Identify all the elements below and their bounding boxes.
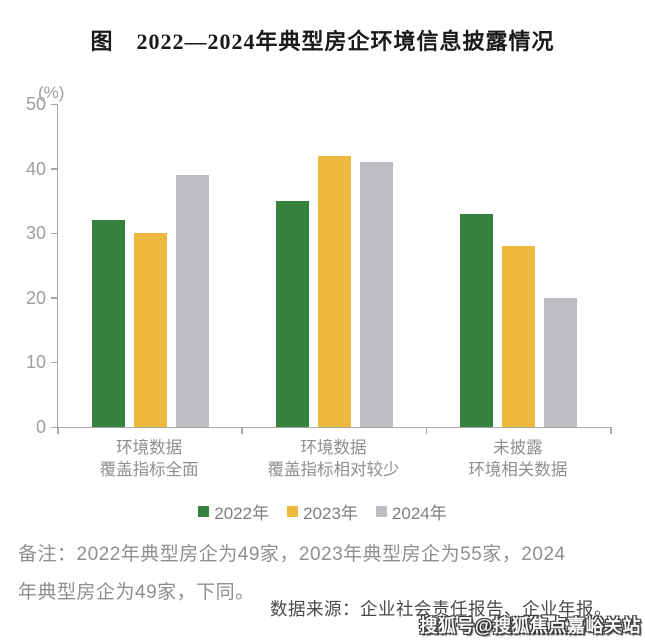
x-axis-labels: 环境数据 覆盖指标全面 环境数据 覆盖指标相对较少 未披露 环境相关数据	[57, 437, 610, 481]
x-axis-category-label-line: 覆盖指标全面	[99, 461, 199, 479]
legend-label: 2023年	[303, 504, 358, 523]
legend-item-2022年: 2022年	[198, 499, 269, 524]
legend-swatch-icon	[287, 506, 299, 517]
x-axis-category-label-line: 环境数据	[116, 439, 183, 457]
bar-2023年-环境数据覆盖指标相对较少	[317, 155, 351, 427]
x-axis-tick	[425, 427, 428, 434]
y-axis-tick	[51, 361, 58, 364]
bar-group	[427, 104, 611, 427]
footnote-line-2: 年典型房企为49家，下同。	[18, 582, 255, 603]
legend-item-2023年: 2023年	[287, 499, 358, 524]
plot-area: 0 10 20 30 40 50	[26, 95, 612, 436]
y-axis-tick-label: 20	[25, 287, 46, 308]
x-axis-category-label: 环境数据覆盖指标全面	[57, 437, 241, 481]
y-axis-tick	[51, 103, 58, 105]
bar-2022年-环境数据覆盖指标相对较少	[275, 200, 309, 427]
legend-swatch-icon	[198, 506, 210, 517]
footnote: 备注：2022年典型房企为49家，2023年典型房企为55家，2024 年典型房…	[18, 536, 628, 612]
legend-swatch-icon	[375, 506, 387, 517]
x-axis-category-label-line: 覆盖指标相对较少	[267, 461, 400, 479]
bar-group	[58, 104, 242, 427]
y-axis-tick-label: 10	[25, 352, 46, 373]
x-axis-category-label: 环境数据覆盖指标相对较少	[241, 437, 425, 481]
bar-2022年-环境数据覆盖指标全面	[91, 220, 125, 427]
bar-2023年-环境数据覆盖指标全面	[133, 233, 167, 427]
watermark: 搜狐号@搜狐焦点嘉峪关站	[419, 616, 641, 636]
chart-title: 图 2022—2024年典型房企环境信息披露情况	[90, 29, 555, 54]
x-axis-tick	[241, 427, 243, 434]
y-axis-tick	[51, 232, 58, 235]
data-source: 数据来源：企业社会责任报告、企业年报。	[270, 599, 612, 619]
bar-2024年-未披露环境相关数据	[544, 297, 578, 427]
x-axis-category-label-line: 未披露	[493, 439, 543, 457]
legend-label: 2024年	[391, 504, 447, 523]
legend: 2022年 2023年 2024年	[0, 499, 645, 524]
y-axis-tick-label: 30	[25, 223, 46, 244]
bar-2023年-未披露环境相关数据	[502, 246, 536, 427]
bar-2024年-环境数据覆盖指标全面	[175, 175, 209, 427]
footnote-line-1: 备注：2022年典型房企为49家，2023年典型房企为55家，2024	[18, 544, 566, 565]
y-axis-tick-label: 50	[25, 94, 46, 114]
x-axis-category-label-line: 环境数据	[300, 439, 367, 457]
bars-row	[58, 104, 611, 427]
legend-label: 2022年	[214, 504, 270, 523]
y-axis-tick	[51, 168, 58, 170]
y-axis-tick	[51, 426, 58, 428]
x-axis-category-label: 未披露 环境相关数据	[426, 437, 610, 481]
x-axis-tick	[57, 427, 59, 434]
x-axis-tick	[610, 427, 612, 434]
y-axis-unit-label: (%)	[38, 83, 65, 102]
legend-item-2024年: 2024年	[375, 499, 447, 524]
x-axis-category-label-line: 环境相关数据	[468, 461, 568, 479]
y-axis-tick-label: 40	[25, 158, 46, 179]
bar-2024年-环境数据覆盖指标相对较少	[359, 162, 393, 427]
bar-group	[242, 104, 426, 427]
y-axis-tick	[51, 297, 58, 299]
y-axis-tick-label: 0	[35, 417, 46, 437]
bar-2022年-未披露环境相关数据	[460, 213, 494, 427]
